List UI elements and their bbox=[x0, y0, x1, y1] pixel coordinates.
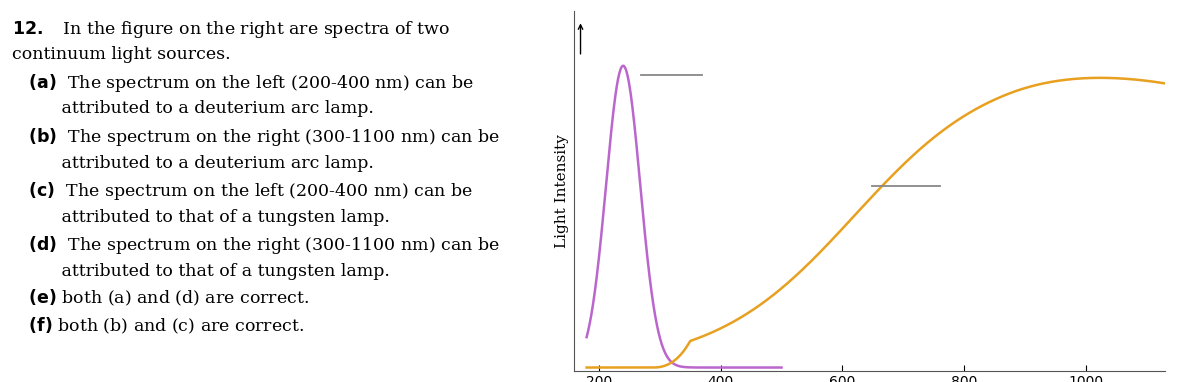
Y-axis label: Light Intensity: Light Intensity bbox=[554, 134, 568, 248]
Text: $\mathbf{12.}$   In the figure on the right are spectra of two
continuum light s: $\mathbf{12.}$ In the figure on the righ… bbox=[12, 19, 499, 337]
